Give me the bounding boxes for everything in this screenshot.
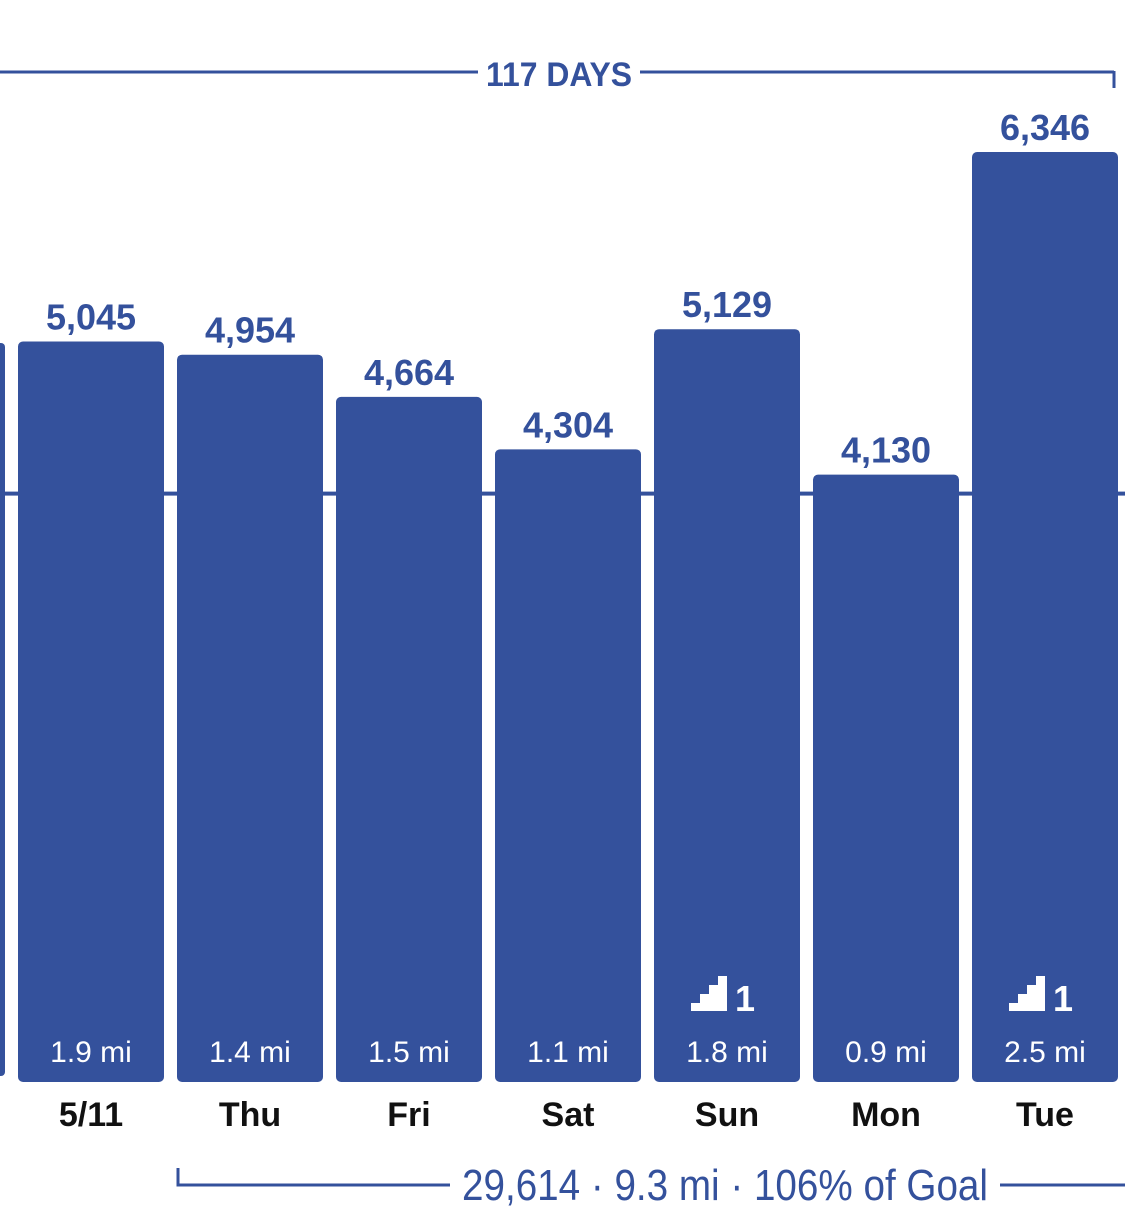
value-label: 4,130 bbox=[841, 430, 931, 471]
category-label: 5/11 bbox=[59, 1096, 123, 1134]
distance-label: 1.1 mi bbox=[527, 1036, 609, 1069]
bars: 5,045 1.9 mi 5/11 4,954 1.4 mi Thu 4,664 1.5 mi… bbox=[18, 107, 1118, 1134]
flights-count: 1 bbox=[735, 978, 755, 1019]
partial-bar bbox=[0, 343, 5, 1076]
value-label: 5,045 bbox=[46, 296, 136, 337]
distance-label: 1.8 mi bbox=[686, 1036, 768, 1069]
value-label: 5,129 bbox=[682, 284, 772, 325]
stairs-icon bbox=[1009, 976, 1045, 1011]
streak-bracket: 117 DAYS bbox=[0, 56, 1116, 94]
category-label: Fri bbox=[387, 1096, 430, 1134]
value-label: 4,304 bbox=[523, 404, 613, 445]
bar-group: 4,954 1.4 mi Thu bbox=[177, 310, 323, 1134]
bar-group: 5,045 1.9 mi 5/11 bbox=[18, 296, 164, 1134]
distance-label: 1.9 mi bbox=[50, 1036, 132, 1069]
bar bbox=[495, 449, 641, 1082]
bar bbox=[336, 396, 482, 1082]
bar bbox=[972, 152, 1118, 1082]
category-label: Mon bbox=[851, 1096, 921, 1134]
distance-label: 0.9 mi bbox=[845, 1036, 927, 1069]
streak-label: 117 DAYS bbox=[486, 56, 632, 94]
flights: 1 bbox=[691, 976, 755, 1019]
bar bbox=[18, 341, 164, 1082]
bar bbox=[654, 329, 800, 1082]
bar-group: 6,346 2.5 mi 1 Tue bbox=[972, 107, 1118, 1134]
value-label: 4,664 bbox=[364, 352, 454, 393]
bar-group: 4,664 1.5 mi Fri bbox=[336, 352, 482, 1134]
distance-label: 1.4 mi bbox=[209, 1036, 291, 1069]
category-label: Tue bbox=[1016, 1096, 1074, 1134]
flights-count: 1 bbox=[1053, 978, 1073, 1019]
distance-label: 1.5 mi bbox=[368, 1036, 450, 1069]
bar-group: 5,129 1.8 mi 1 Sun bbox=[654, 284, 800, 1134]
category-label: Thu bbox=[219, 1096, 281, 1134]
bar-group: 4,130 0.9 mi Mon bbox=[813, 430, 959, 1134]
category-label: Sat bbox=[542, 1096, 595, 1134]
summary-bracket-line-left bbox=[176, 1168, 450, 1187]
category-label: Sun bbox=[695, 1096, 759, 1134]
bar bbox=[177, 354, 323, 1082]
bar bbox=[813, 474, 959, 1082]
flights: 1 bbox=[1009, 976, 1073, 1019]
bar-group: 4,304 1.1 mi Sat bbox=[495, 404, 641, 1134]
summary-bracket: 29,614 · 9.3 mi · 106% of Goal bbox=[176, 1161, 1125, 1210]
value-label: 4,954 bbox=[205, 310, 295, 351]
distance-label: 2.5 mi bbox=[1004, 1036, 1086, 1069]
value-label: 6,346 bbox=[1000, 107, 1090, 148]
summary-label: 29,614 · 9.3 mi · 106% of Goal bbox=[462, 1161, 988, 1210]
stairs-icon bbox=[691, 976, 727, 1011]
